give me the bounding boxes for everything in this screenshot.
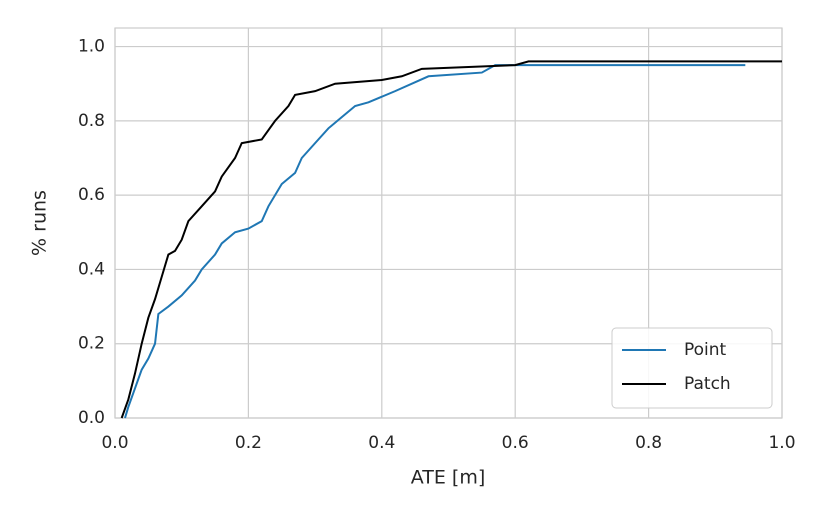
y-tick-label: 0.0 xyxy=(78,408,105,428)
legend: Point Patch xyxy=(611,327,773,409)
y-tick-label: 0.6 xyxy=(78,185,105,205)
y-axis-label: % runs xyxy=(29,190,51,256)
y-tick-label: 0.8 xyxy=(78,111,105,131)
y-tick-label: 0.4 xyxy=(78,259,105,279)
series-line xyxy=(124,64,746,419)
x-tick-label: 0.6 xyxy=(502,433,529,453)
y-tick-label: 0.2 xyxy=(78,334,105,354)
x-axis-label: ATE [m] xyxy=(411,467,486,489)
x-tick-label: 0.8 xyxy=(635,433,662,453)
legend-box xyxy=(611,327,773,409)
y-tick-label: 1.0 xyxy=(78,37,105,57)
legend-label: Point xyxy=(684,340,727,360)
x-tick-label: 0.4 xyxy=(368,433,395,453)
x-tick-label: 1.0 xyxy=(768,433,795,453)
series-line xyxy=(120,60,782,419)
legend-label: Patch xyxy=(684,374,731,394)
x-tick-label: 0.0 xyxy=(101,433,128,453)
x-tick-label: 0.2 xyxy=(235,433,262,453)
